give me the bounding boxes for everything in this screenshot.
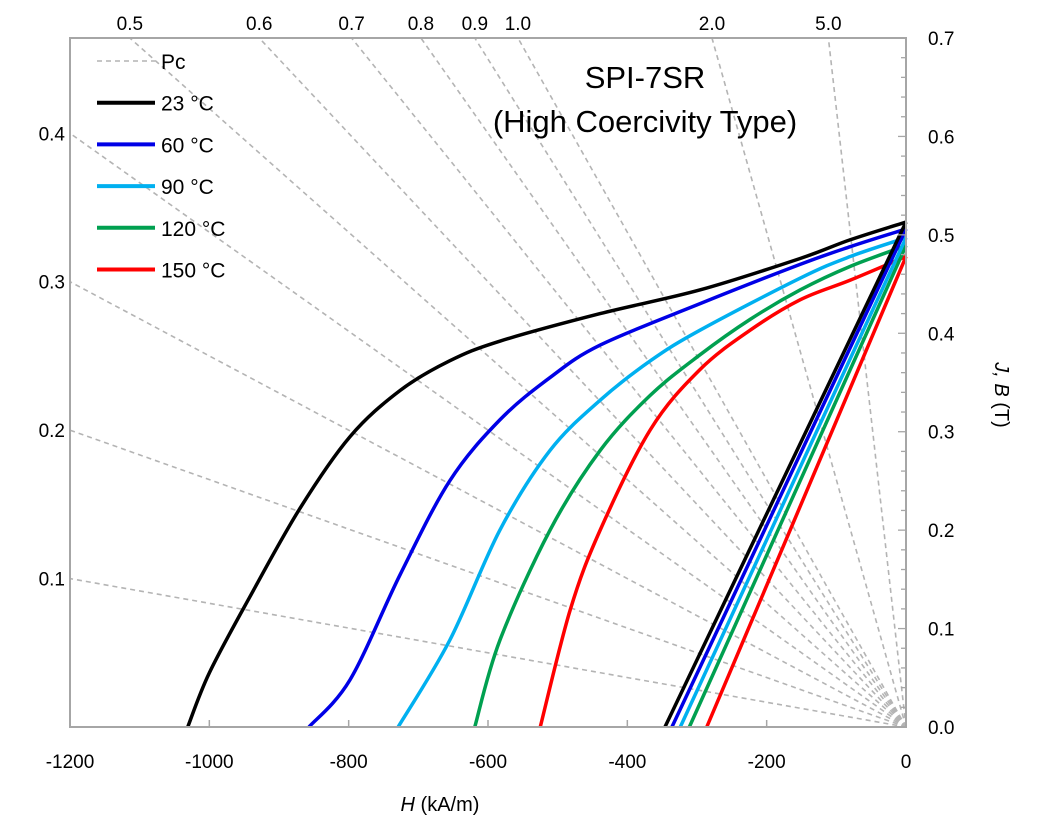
pc-line-0.9 <box>474 37 907 728</box>
pc-label-left: 0.2 <box>39 421 65 442</box>
b-curve-120c <box>687 244 908 728</box>
y-axis-label-symbol: J, B <box>990 361 1012 396</box>
pc-label-left: 0.3 <box>39 273 65 294</box>
pc-line-1 <box>517 37 907 728</box>
pc-label-left: 0.4 <box>39 124 66 145</box>
pc-label-top: 0.5 <box>117 14 143 35</box>
legend: Pc 23 °C 60 °C 90 °C 120 °C 150 °C <box>97 51 225 283</box>
y-tick-label: 0.3 <box>928 423 954 444</box>
axis-ticks <box>69 37 907 728</box>
y-axis-label: J, B (T) <box>990 361 1012 428</box>
pc-label-top: 0.8 <box>408 14 434 35</box>
pc-line-0.7 <box>350 37 907 728</box>
x-axis-label-unit: (kA/m) <box>415 794 479 816</box>
j-curve-60c <box>307 227 907 729</box>
y-tick-label: 0.0 <box>928 718 954 739</box>
x-tick-label: 0 <box>901 752 912 773</box>
y-tick-label: 0.5 <box>928 226 954 247</box>
pc-line-0.8 <box>420 37 907 728</box>
legend-label: 120 °C <box>161 218 225 241</box>
pc-label-top: 0.6 <box>246 14 272 35</box>
pc-line-0.2 <box>69 429 907 728</box>
legend-label: 23 °C <box>161 93 214 116</box>
b-curve-150c <box>705 255 908 728</box>
pc-line-0.5 <box>129 37 907 728</box>
legend-label: 150 °C <box>161 260 225 283</box>
b-curve-23c <box>663 221 908 728</box>
curves <box>186 220 908 729</box>
x-tick-label: -1200 <box>46 752 95 773</box>
permeance-lines <box>69 37 907 728</box>
x-tick-label: -200 <box>748 752 786 773</box>
x-tick-label: -400 <box>608 752 646 773</box>
pc-label-top: 5.0 <box>815 14 841 35</box>
y-tick-label: 0.2 <box>928 521 954 542</box>
pc-label-left: 0.1 <box>39 570 65 591</box>
y-axis-label-unit: (T) <box>990 397 1012 428</box>
y-tick-label: 0.1 <box>928 620 954 641</box>
tick-labels: 0.1 0.2 0.3 0.4 0.5 0.6 0.7 0.8 0.9 1.0 2.0 5.0 -120… <box>39 14 955 773</box>
chart-title: SPI-7SR <box>585 60 706 95</box>
pc-line-0.3 <box>69 281 907 728</box>
pc-line-2 <box>711 37 907 728</box>
legend-label: Pc <box>161 51 186 74</box>
legend-label: 90 °C <box>161 176 214 199</box>
x-tick-label: -1000 <box>185 752 234 773</box>
pc-label-top: 0.7 <box>338 14 364 35</box>
b-curve-90c <box>678 237 908 728</box>
y-tick-label: 0.6 <box>928 127 954 148</box>
j-curve-23c <box>186 220 907 728</box>
pc-label-top: 2.0 <box>699 14 725 35</box>
y-tick-label: 0.4 <box>928 324 955 345</box>
x-tick-label: -600 <box>469 752 507 773</box>
x-axis-label-symbol: H <box>401 794 416 816</box>
legend-label: 60 °C <box>161 134 214 157</box>
x-axis-label: H (kA/m) <box>401 794 480 816</box>
b-curve-60c <box>670 228 908 728</box>
pc-label-top: 0.9 <box>462 14 488 35</box>
pc-line-0.1 <box>69 577 907 728</box>
pc-line-5 <box>827 37 907 728</box>
pc-label-top: 1.0 <box>505 14 531 35</box>
pc-line-0.6 <box>258 37 907 728</box>
j-curve-150c <box>538 254 907 728</box>
x-tick-label: -800 <box>330 752 368 773</box>
j-curve-120c <box>473 244 907 728</box>
j-curve-90c <box>396 236 907 728</box>
y-tick-label: 0.7 <box>928 29 954 50</box>
chart-subtitle: (High Coercivity Type) <box>493 104 797 139</box>
